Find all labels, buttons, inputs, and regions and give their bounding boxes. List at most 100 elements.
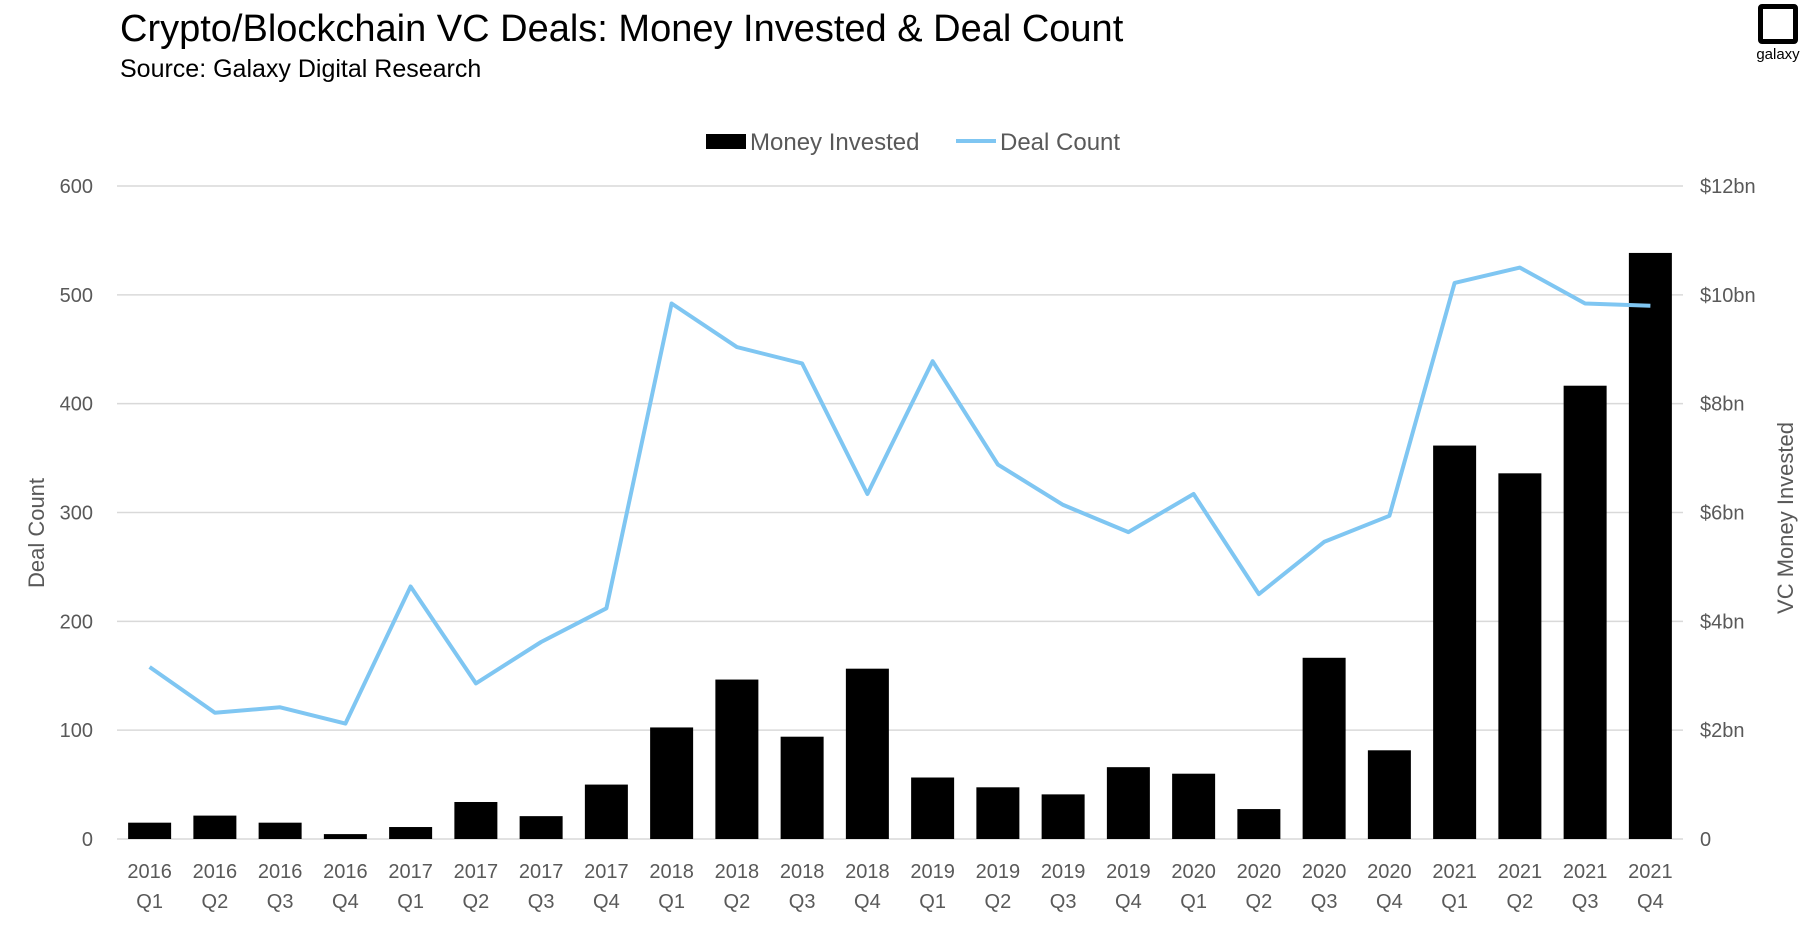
x-tick-label-year: 2017 <box>519 861 564 883</box>
x-tick-label-year: 2018 <box>845 861 890 883</box>
x-tick-label-quarter: Q2 <box>463 891 490 913</box>
y-left-tick-label: 0 <box>82 829 93 851</box>
bar-money-invested <box>976 787 1020 839</box>
bar-money-invested <box>1172 773 1216 839</box>
bar-money-invested <box>258 822 302 839</box>
bar-money-invested <box>1433 445 1477 839</box>
y-left-tick-label: 200 <box>60 611 93 633</box>
x-tick-label-year: 2021 <box>1563 861 1608 883</box>
x-tick-label-year: 2017 <box>454 861 499 883</box>
x-tick-label-quarter: Q4 <box>593 891 620 913</box>
x-tick-label-quarter: Q2 <box>724 891 751 913</box>
x-tick-label-year: 2017 <box>388 861 433 883</box>
x-tick-label-year: 2021 <box>1432 861 1477 883</box>
y-right-tick-label: $6bn <box>1700 503 1745 525</box>
y-left-tick-label: 100 <box>60 720 93 742</box>
x-tick-label-quarter: Q3 <box>789 891 816 913</box>
chart-header: Crypto/Blockchain VC Deals: Money Invest… <box>120 8 1123 84</box>
x-tick-label-year: 2021 <box>1628 861 1673 883</box>
bar-money-invested <box>128 822 172 839</box>
bar-money-invested <box>780 736 824 839</box>
bar-money-invested <box>1106 767 1150 839</box>
bar-money-invested <box>1302 657 1346 839</box>
x-tick-label-year: 2018 <box>715 861 760 883</box>
bar-money-invested <box>845 668 889 839</box>
x-tick-label-quarter: Q2 <box>1507 891 1534 913</box>
y-left-tick-label: 400 <box>60 394 93 416</box>
x-tick-label-quarter: Q2 <box>1246 891 1273 913</box>
y-left-tick-label: 600 <box>60 176 93 198</box>
bar-money-invested <box>1041 794 1085 839</box>
x-tick-label-year: 2020 <box>1237 861 1282 883</box>
line-series <box>148 265 1651 726</box>
x-tick-label-year: 2018 <box>780 861 825 883</box>
y-axis-left-title: Deal Count <box>24 478 49 588</box>
x-tick-label-year: 2016 <box>323 861 368 883</box>
y-right-tick-label: $10bn <box>1700 285 1756 307</box>
legend: Money Invested Deal Count <box>706 129 1120 156</box>
bar-money-invested <box>1498 473 1542 839</box>
galaxy-logo: galaxy <box>1748 4 1808 63</box>
x-tick-label-quarter: Q3 <box>1050 891 1077 913</box>
x-tick-label-year: 2019 <box>1041 861 1086 883</box>
x-tick-label-quarter: Q3 <box>267 891 294 913</box>
x-tick-label-year: 2021 <box>1498 861 1543 883</box>
line-deal-count <box>148 265 1651 726</box>
x-tick-label-quarter: Q4 <box>1115 891 1142 913</box>
legend-swatch-money-invested <box>706 134 746 149</box>
x-tick-label-year: 2018 <box>649 861 694 883</box>
x-tick-label-quarter: Q4 <box>1376 891 1403 913</box>
y-left-tick-label: 300 <box>60 503 93 525</box>
x-tick-label-quarter: Q1 <box>919 891 946 913</box>
right-axis-ticks: 0 $2bn $4bn $6bn $8bn $10bn $12bn <box>1700 176 1756 851</box>
x-tick-label-quarter: Q4 <box>332 891 359 913</box>
x-tick-label-year: 2019 <box>1106 861 1151 883</box>
x-tick-label-quarter: Q2 <box>202 891 229 913</box>
y-right-tick-label: $4bn <box>1700 611 1745 633</box>
galaxy-logo-text: galaxy <box>1756 46 1800 63</box>
bar-money-invested <box>193 815 237 839</box>
x-tick-label-year: 2020 <box>1171 861 1216 883</box>
x-tick-label-quarter: Q1 <box>397 891 424 913</box>
x-tick-label-quarter: Q1 <box>1180 891 1207 913</box>
x-tick-label-year: 2016 <box>258 861 303 883</box>
bar-money-invested <box>584 784 628 839</box>
y-right-tick-label: $2bn <box>1700 720 1745 742</box>
y-right-tick-label: 0 <box>1700 829 1711 851</box>
bar-money-invested <box>1237 809 1281 839</box>
y-axis-right-title: VC Money Invested <box>1773 422 1798 614</box>
bar-money-invested <box>454 801 498 839</box>
bar-series <box>128 252 1672 839</box>
x-tick-label-year: 2020 <box>1302 861 1347 883</box>
y-right-tick-label: $12bn <box>1700 176 1756 198</box>
x-tick-label-quarter: Q4 <box>854 891 881 913</box>
y-left-tick-label: 500 <box>60 285 93 307</box>
bar-money-invested <box>715 679 759 839</box>
chart-title: Crypto/Blockchain VC Deals: Money Invest… <box>120 8 1124 50</box>
x-axis-ticks: 2016 Q1 2016 Q2 2016 Q3 2016 Q4 2017 Q1 2017 Q2 2017… <box>127 861 1672 913</box>
bar-money-invested <box>1563 385 1607 839</box>
legend-label-money-invested: Money Invested <box>750 129 919 156</box>
x-tick-label-quarter: Q3 <box>1572 891 1599 913</box>
x-tick-label-year: 2020 <box>1367 861 1412 883</box>
bar-money-invested <box>650 727 694 839</box>
bar-money-invested <box>1628 252 1672 839</box>
legend-label-deal-count: Deal Count <box>1000 129 1120 156</box>
x-tick-label-quarter: Q1 <box>1441 891 1468 913</box>
bar-money-invested <box>389 827 433 839</box>
x-tick-label-quarter: Q3 <box>528 891 555 913</box>
left-axis-ticks: 0 100 200 300 400 500 600 <box>60 176 93 851</box>
x-tick-label-quarter: Q2 <box>985 891 1012 913</box>
chart-subtitle: Source: Galaxy Digital Research <box>120 55 482 83</box>
x-tick-label-quarter: Q3 <box>1311 891 1338 913</box>
x-tick-label-quarter: Q1 <box>658 891 685 913</box>
bar-money-invested <box>911 777 955 839</box>
x-tick-label-quarter: Q1 <box>136 891 163 913</box>
x-tick-label-year: 2017 <box>584 861 629 883</box>
x-tick-label-year: 2019 <box>910 861 955 883</box>
x-tick-label-year: 2019 <box>976 861 1021 883</box>
y-right-tick-label: $8bn <box>1700 394 1745 416</box>
bar-money-invested <box>1367 750 1411 839</box>
bar-money-invested <box>323 834 367 839</box>
